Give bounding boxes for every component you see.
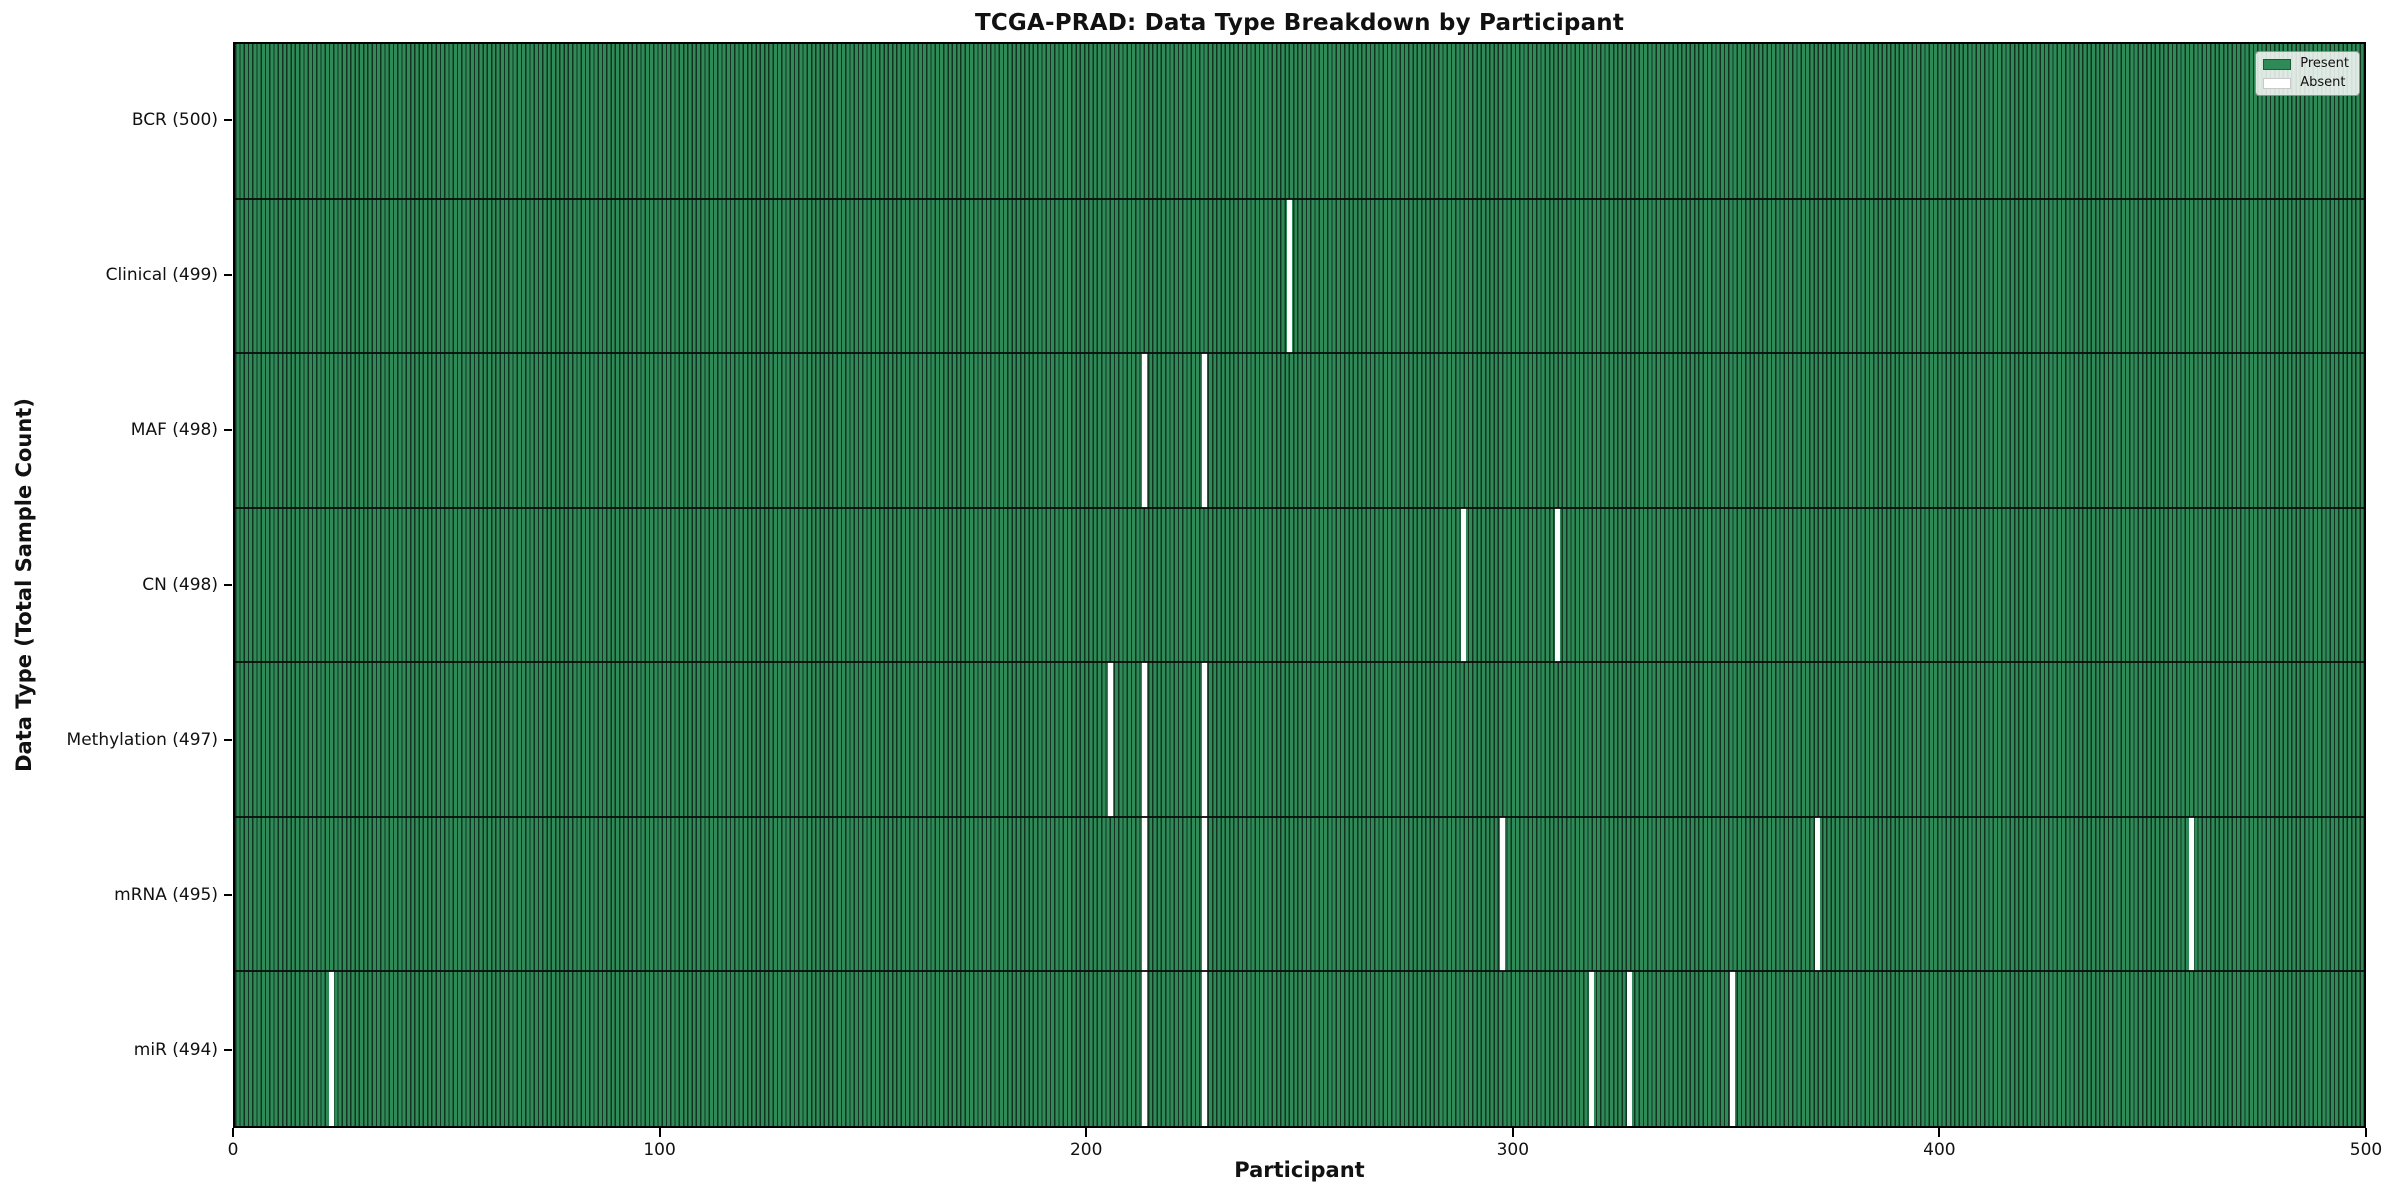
y-tick-mark: [224, 118, 232, 121]
row-divider: [235, 661, 2364, 664]
x-tick-mark-400: [1938, 1128, 1941, 1137]
row-divider: [235, 815, 2364, 818]
absent-gap-mir-227: [1201, 971, 1207, 1126]
y-tick-label-maf: MAF (498): [130, 419, 218, 440]
absent-gap-mrna-213: [1141, 816, 1147, 972]
absent-gap-maf-213: [1141, 353, 1147, 508]
absent-gap-methylation-213: [1141, 662, 1147, 817]
y-tick-label-clinical: Clinical (499): [105, 264, 218, 285]
absent-gap-maf-227: [1201, 353, 1207, 508]
x-tick-label-100: 100: [643, 1140, 676, 1160]
x-tick-mark-500: [2365, 1128, 2367, 1137]
legend-item-absent: Absent: [2263, 76, 2349, 90]
x-tick-label-300: 300: [1496, 1140, 1530, 1160]
absent-gap-mir-327: [1627, 971, 1633, 1126]
row-band-maf: [235, 353, 2364, 508]
legend-item-present: Present: [2263, 57, 2349, 71]
absent-gap-clinical-247: [1286, 198, 1292, 354]
y-tick-label-mrna: mRNA (495): [114, 885, 218, 906]
row-band-mir: [235, 971, 2364, 1126]
y-tick-label-mir: miR (494): [133, 1040, 218, 1061]
chart-title: TCGA-PRAD: Data Type Breakdown by Partic…: [974, 10, 1625, 36]
y-tick-mark: [224, 1049, 232, 1052]
x-tick-label-400: 400: [1923, 1140, 1956, 1160]
absent-gap-mrna-227: [1201, 816, 1207, 972]
absent-gap-mrna-297: [1499, 816, 1505, 972]
row-divider: [235, 970, 2364, 973]
x-tick-mark-200: [1085, 1128, 1088, 1137]
absent-gap-cn-310: [1554, 507, 1560, 663]
legend: Present Absent: [2255, 51, 2360, 96]
y-tick-mark: [224, 273, 232, 276]
y-tick-label-bcr: BCR (500): [131, 109, 218, 130]
x-axis-label: Participant: [1234, 1158, 1365, 1182]
absent-gap-methylation-227: [1201, 662, 1207, 817]
row-divider: [235, 197, 2364, 200]
row-band-mrna: [235, 816, 2364, 972]
legend-swatch-absent: [2263, 77, 2292, 89]
x-tick-mark-300: [1511, 1128, 1514, 1137]
legend-swatch-present: [2263, 58, 2292, 70]
legend-label-absent: Absent: [2300, 75, 2346, 90]
absent-gap-mrna-371: [1814, 816, 1820, 972]
row-divider: [235, 352, 2364, 355]
row-divider: [235, 506, 2364, 509]
row-band-clinical: [235, 198, 2364, 354]
y-tick-mark: [224, 584, 232, 586]
absent-gap-cn-288: [1461, 507, 1467, 663]
absent-gap-mir-213: [1141, 971, 1147, 1126]
x-tick-label-0: 0: [227, 1140, 239, 1160]
y-tick-label-cn: CN (498): [142, 575, 218, 595]
y-tick-label-methylation: Methylation (497): [66, 730, 218, 751]
absent-gap-methylation-205: [1107, 662, 1113, 817]
absent-gap-mir-351: [1729, 971, 1735, 1126]
x-tick-label-500: 500: [2349, 1140, 2383, 1160]
y-tick-mark: [224, 428, 232, 431]
y-tick-mark: [224, 739, 232, 742]
row-band-methylation: [235, 662, 2364, 817]
legend-label-present: Present: [2300, 56, 2349, 71]
absent-gap-mir-22: [328, 971, 334, 1126]
x-tick-label-200: 200: [1069, 1140, 1103, 1160]
x-tick-mark-100: [658, 1128, 661, 1137]
plot-area: Present Absent: [233, 42, 2366, 1128]
row-band-cn: [235, 507, 2364, 663]
absent-gap-mir-318: [1589, 971, 1595, 1126]
row-band-bcr: [235, 44, 2364, 199]
absent-gap-mrna-459: [2189, 816, 2195, 972]
y-tick-mark: [224, 894, 232, 897]
x-tick-mark-0: [232, 1128, 234, 1137]
